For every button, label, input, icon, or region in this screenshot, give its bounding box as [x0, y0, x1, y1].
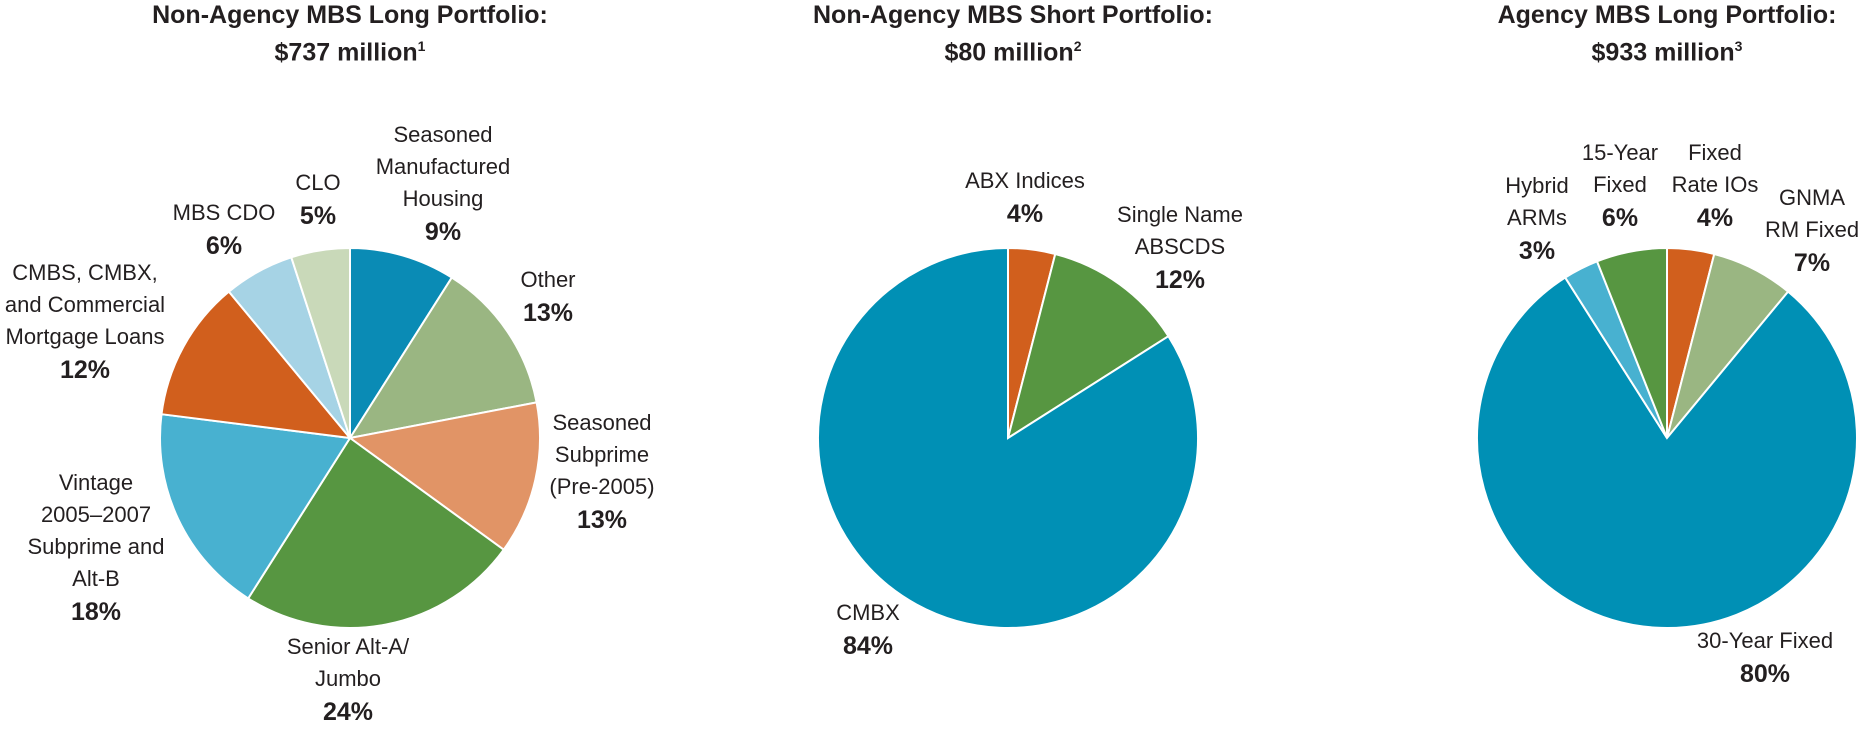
- slice-label: MBS CDO 6%: [173, 200, 276, 260]
- slice-label-text: Seasoned: [393, 122, 492, 147]
- slice-label-text: GNMA: [1779, 185, 1845, 210]
- slice-label-text: Senior Alt-A/: [287, 634, 410, 659]
- slice-label-text: Fixed: [1688, 140, 1742, 165]
- pie-slice-30-year-fixed: [1476, 276, 1858, 629]
- pie-slice-seasoned-manufactured-housing: [349, 246, 454, 442]
- slice-label: 15-Year Fixed 6%: [1582, 140, 1658, 232]
- chart-subtitle-line: $737 million1: [40, 31, 660, 68]
- slice-label: Seasoned Subprime (Pre-2005) 13%: [549, 410, 654, 534]
- chart-title-line: Non-Agency MBS Long Portfolio:: [152, 1, 548, 29]
- slice-label-text: Seasoned: [552, 410, 651, 435]
- pie-slice-other: [347, 276, 538, 440]
- slice-label: CMBS, CMBX, and Commercial Mortgage Loans 1…: [5, 260, 165, 384]
- slice-label: Senior Alt-A/Jumbo 24%: [287, 634, 410, 726]
- slice-label-text: Fixed: [1593, 172, 1647, 197]
- slice-label-text: MBS CDO: [173, 200, 276, 225]
- pie-slice-senior-alt-a-jumbo: [246, 436, 506, 629]
- slice-percent-label: 3%: [1519, 237, 1555, 265]
- slice-label: CLO 5%: [295, 170, 340, 230]
- slice-label-text: Hybrid: [1505, 173, 1569, 198]
- slice-percent-label: 4%: [1007, 200, 1043, 228]
- slice-percent-label: 6%: [1602, 204, 1638, 232]
- slice-label-text: CMBS, CMBX,: [12, 260, 157, 285]
- slice-label: Single Name ABSCDS 12%: [1117, 202, 1243, 294]
- slice-label-text: (Pre-2005): [549, 474, 654, 499]
- slice-label-text: 2005–2007: [41, 502, 151, 527]
- pie-slice-cmbs-cmbx-and-commercial-mortgage-loans: [160, 290, 353, 440]
- slice-label: Vintage 2005–2007 Subprime and Alt-B 18%: [28, 470, 165, 626]
- slice-label-text: Housing: [403, 186, 484, 211]
- pie-slice-clo: [290, 246, 351, 439]
- slice-label-text: Subprime and: [28, 534, 165, 559]
- pie-slice-cmbx: [817, 246, 1199, 629]
- chart-title-nonagency-short: Non-Agency MBS Short Portfolio: $80 mill…: [703, 0, 1323, 68]
- footnote-marker: 2: [1073, 38, 1082, 54]
- pie-slice-vintage-2005-2007-subprime-and-alt-b: [159, 413, 352, 600]
- slice-percent-label: 13%: [523, 299, 573, 327]
- slice-percent-label: 13%: [577, 506, 627, 534]
- slice-label: CMBX 84%: [836, 600, 900, 660]
- slice-label-text: Subprime: [555, 442, 649, 467]
- footnote-marker: 1: [417, 38, 426, 54]
- slice-label-text: ABX Indices: [965, 168, 1085, 193]
- pie-slice-single-name-abscds: [1006, 252, 1170, 441]
- slice-label-text: Jumbo: [315, 666, 381, 691]
- slice-label-text: 30-Year Fixed: [1697, 628, 1833, 653]
- slice-percent-label: 24%: [323, 698, 373, 726]
- slice-label-text: RM Fixed: [1765, 217, 1859, 242]
- footnote-marker: 3: [1734, 38, 1743, 54]
- slice-label: GNMA RM Fixed 7%: [1765, 185, 1859, 277]
- slice-percent-label: 80%: [1740, 660, 1790, 688]
- slice-percent-label: 6%: [206, 232, 242, 260]
- slice-label-text: ABSCDS: [1135, 234, 1225, 259]
- slice-label-text: Vintage: [59, 470, 133, 495]
- slice-label: Hybrid ARMs 3%: [1505, 173, 1569, 265]
- slice-label: Fixed Rate IOs 4%: [1672, 140, 1759, 232]
- slice-label-text: Manufactured: [376, 154, 511, 179]
- chart-title-line: Agency MBS Long Portfolio:: [1497, 1, 1837, 29]
- slice-percent-label: 7%: [1794, 249, 1830, 277]
- slice-label-text: Alt-B: [72, 566, 120, 591]
- chart-subtitle-text: $737 million: [274, 38, 418, 67]
- slice-label-text: ARMs: [1507, 205, 1567, 230]
- slice-label-text: Mortgage Loans: [6, 324, 165, 349]
- slice-label-text: 15-Year: [1582, 140, 1658, 165]
- slice-label: ABX Indices 4%: [965, 168, 1085, 228]
- slice-percent-label: 12%: [1155, 266, 1205, 294]
- slice-label: Seasoned Manufactured Housing 9%: [376, 122, 511, 246]
- slice-label-text: Single Name: [1117, 202, 1243, 227]
- pie-slice-seasoned-subprime-pre-2005: [347, 401, 541, 552]
- slice-label-text: and Commercial: [5, 292, 165, 317]
- chart-subtitle-text: $80 million: [944, 38, 1074, 67]
- slice-percent-label: 5%: [300, 202, 336, 230]
- chart-title-nonagency-long: Non-Agency MBS Long Portfolio: $737 mill…: [40, 0, 660, 68]
- slice-label-text: Other: [520, 267, 575, 292]
- slice-percent-label: 18%: [71, 598, 121, 626]
- slice-label: 30-Year Fixed 80%: [1697, 628, 1833, 688]
- chart-subtitle-text: $933 million: [1591, 38, 1735, 67]
- slice-label: Other 13%: [520, 267, 575, 327]
- slice-percent-label: 12%: [60, 356, 110, 384]
- chart-title-agency-long: Agency MBS Long Portfolio: $933 million3: [1357, 0, 1860, 68]
- chart-title-line: Non-Agency MBS Short Portfolio:: [813, 1, 1213, 29]
- slice-label-text: CLO: [295, 170, 340, 195]
- chart-subtitle-line: $933 million3: [1357, 31, 1860, 68]
- slice-percent-label: 9%: [425, 218, 461, 246]
- pie-slice-15-year-fixed: [1595, 246, 1668, 439]
- slice-percent-label: 84%: [843, 632, 893, 660]
- slice-label-text: CMBX: [836, 600, 900, 625]
- chart-subtitle-line: $80 million2: [703, 31, 1323, 68]
- slice-percent-label: 4%: [1697, 204, 1733, 232]
- slice-label-text: Rate IOs: [1672, 172, 1759, 197]
